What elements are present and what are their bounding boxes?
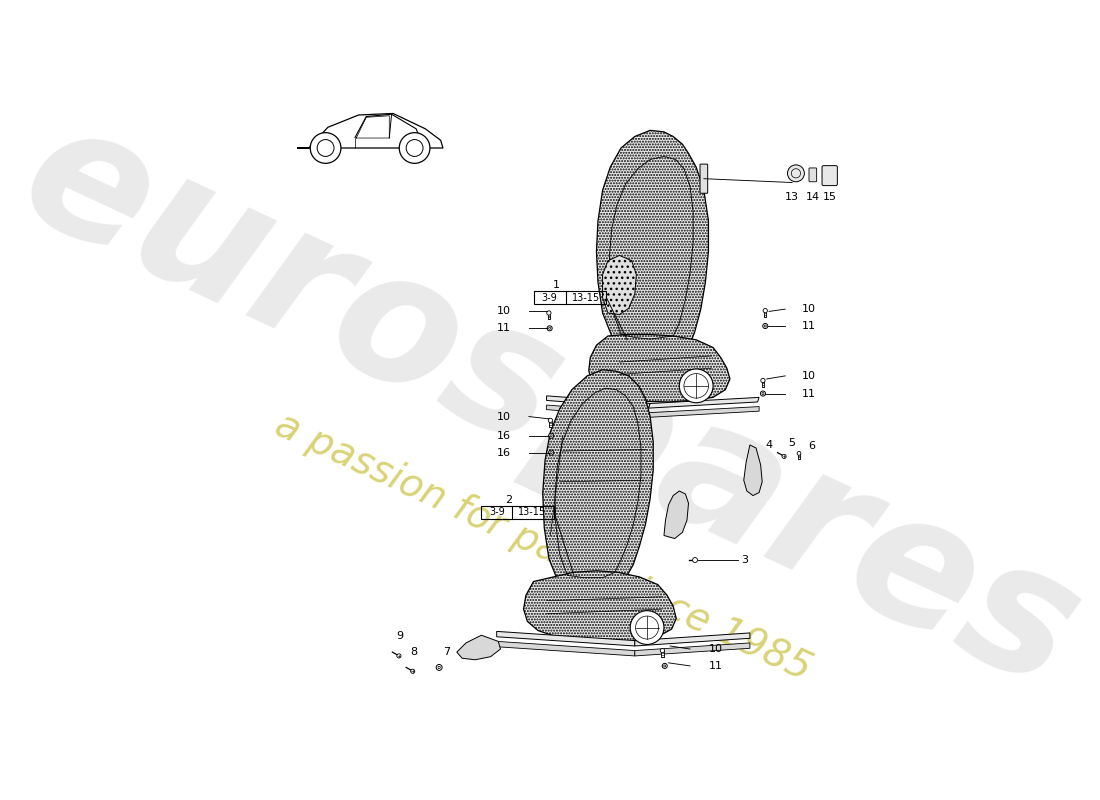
Circle shape: [550, 451, 552, 454]
Text: 4: 4: [766, 440, 772, 450]
Circle shape: [438, 666, 440, 669]
FancyBboxPatch shape: [549, 421, 551, 426]
Text: 10: 10: [708, 644, 723, 654]
Text: 11: 11: [708, 661, 723, 671]
Polygon shape: [635, 633, 750, 646]
Circle shape: [660, 649, 664, 653]
Circle shape: [548, 418, 552, 422]
Text: 7: 7: [443, 646, 450, 657]
Text: 3-9: 3-9: [488, 507, 505, 518]
Circle shape: [782, 454, 786, 458]
Polygon shape: [497, 631, 635, 646]
Circle shape: [798, 451, 801, 455]
Text: 13-15: 13-15: [572, 293, 600, 302]
Text: 6: 6: [808, 442, 815, 451]
Polygon shape: [596, 130, 708, 347]
Circle shape: [788, 165, 804, 182]
Circle shape: [550, 434, 552, 437]
Text: 10: 10: [802, 304, 816, 314]
Text: 14: 14: [806, 192, 820, 202]
Polygon shape: [603, 255, 636, 314]
Polygon shape: [456, 635, 501, 660]
Text: 2: 2: [505, 494, 512, 505]
Text: 10: 10: [802, 371, 816, 381]
Circle shape: [630, 610, 664, 645]
Text: 10: 10: [496, 411, 510, 422]
Circle shape: [764, 325, 767, 327]
Circle shape: [693, 558, 697, 562]
Circle shape: [549, 433, 553, 438]
Circle shape: [761, 378, 766, 382]
Polygon shape: [664, 491, 689, 538]
Text: 13-15: 13-15: [518, 507, 546, 518]
Circle shape: [762, 393, 764, 394]
FancyBboxPatch shape: [700, 164, 707, 194]
Circle shape: [762, 323, 768, 329]
Circle shape: [663, 665, 666, 667]
Polygon shape: [744, 445, 762, 495]
Polygon shape: [547, 396, 650, 408]
Polygon shape: [588, 334, 730, 402]
Circle shape: [547, 326, 552, 331]
Polygon shape: [547, 405, 649, 418]
Circle shape: [549, 327, 551, 330]
Circle shape: [310, 133, 341, 163]
Circle shape: [397, 654, 401, 658]
FancyBboxPatch shape: [761, 381, 764, 386]
Text: 3: 3: [740, 555, 748, 565]
Text: 11: 11: [802, 389, 816, 398]
Text: eurospares: eurospares: [0, 84, 1100, 726]
Polygon shape: [542, 370, 653, 585]
Text: 11: 11: [496, 323, 510, 334]
FancyBboxPatch shape: [548, 314, 550, 319]
Text: 11: 11: [802, 321, 816, 331]
FancyBboxPatch shape: [798, 454, 800, 458]
Text: 5: 5: [789, 438, 795, 449]
Text: 10: 10: [496, 306, 510, 317]
Text: 16: 16: [496, 448, 510, 458]
Polygon shape: [649, 398, 759, 408]
Circle shape: [547, 311, 551, 315]
Circle shape: [662, 663, 668, 669]
Polygon shape: [649, 406, 759, 418]
Polygon shape: [635, 643, 750, 656]
Circle shape: [410, 669, 415, 674]
Text: 13: 13: [785, 192, 799, 202]
FancyBboxPatch shape: [808, 168, 816, 182]
Circle shape: [549, 450, 553, 455]
Circle shape: [399, 133, 430, 163]
Circle shape: [437, 665, 442, 670]
Text: 8: 8: [410, 646, 417, 657]
Text: a passion for parts since 1985: a passion for parts since 1985: [268, 406, 817, 688]
FancyBboxPatch shape: [822, 166, 837, 186]
Text: 15: 15: [823, 192, 837, 202]
Circle shape: [763, 309, 768, 313]
Circle shape: [680, 369, 713, 402]
FancyBboxPatch shape: [661, 651, 663, 657]
Text: 3-9: 3-9: [542, 293, 558, 302]
Text: 9: 9: [396, 631, 404, 642]
Polygon shape: [497, 642, 635, 656]
FancyBboxPatch shape: [764, 311, 767, 317]
Text: 16: 16: [496, 430, 510, 441]
Circle shape: [760, 391, 766, 396]
Text: 1: 1: [553, 280, 560, 290]
Polygon shape: [524, 570, 676, 643]
